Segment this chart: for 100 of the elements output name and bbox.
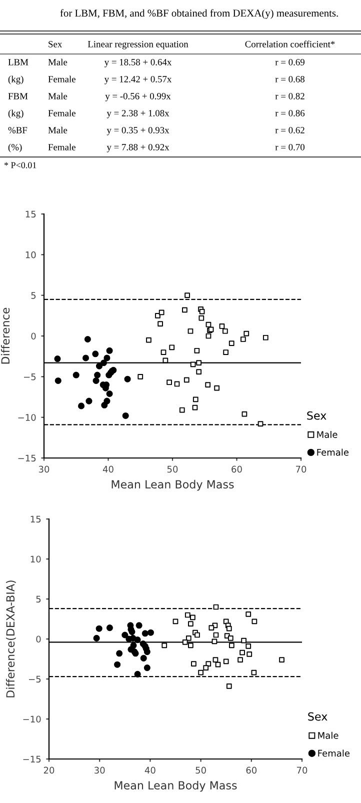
text: Male [48, 58, 68, 66]
point [144, 664, 150, 672]
text: y = 12.42 + 0.57x [104, 76, 172, 84]
point [172, 618, 178, 624]
point [242, 411, 248, 417]
text: y = 2.38 + 1.08x [106, 110, 170, 118]
y-axis-title: Difference(DEXA-BIA) [6, 580, 16, 698]
text: LBM [8, 59, 28, 66]
y-tick-label: 5 [36, 596, 41, 603]
text: for LBM, FBM, and %BF obtained from DEXA(y) measurements. [60, 9, 338, 19]
point [155, 312, 160, 318]
point [128, 628, 136, 636]
point [184, 292, 190, 298]
point [147, 629, 154, 636]
point [238, 657, 243, 662]
x-tick-label: 30 [94, 766, 105, 774]
x-tick-label: 60 [232, 466, 242, 473]
point [196, 369, 202, 374]
text: (kg) [8, 110, 24, 118]
point [96, 362, 103, 370]
point [188, 642, 194, 648]
text: Male [48, 92, 68, 100]
point [205, 382, 211, 388]
point [190, 614, 196, 620]
text: Sex [48, 41, 62, 48]
text: (kg) [8, 76, 24, 84]
point [142, 630, 148, 637]
point [104, 354, 110, 362]
y-tick-label: 0 [31, 332, 36, 340]
point [100, 360, 108, 366]
y-tick-label: 0 [36, 636, 41, 643]
y-tick-label: −10 [23, 716, 41, 723]
text: y = 0.35 + 0.93x [106, 126, 170, 136]
legend-label: Male [317, 430, 338, 438]
point [196, 360, 202, 366]
point [78, 402, 85, 410]
point [134, 670, 141, 678]
point [93, 634, 100, 642]
point [86, 398, 92, 404]
point [190, 362, 196, 368]
point [194, 348, 200, 354]
y-tick-label: −15 [23, 756, 41, 763]
text: Correlation coefficient* [245, 40, 335, 48]
point [213, 604, 219, 610]
point [130, 642, 137, 649]
y-tick-label: −10 [18, 414, 36, 421]
y-tick-label: 10 [30, 556, 41, 563]
legend-label: Female [318, 750, 350, 757]
point [251, 670, 257, 676]
point [262, 334, 268, 340]
x-tick-label: 20 [44, 766, 54, 774]
point [206, 333, 212, 339]
text: * P<0.01 [4, 162, 36, 168]
y-tick-label: −15 [18, 454, 36, 462]
legend-label: Female [317, 448, 349, 456]
point [134, 636, 141, 644]
point [136, 622, 142, 629]
point [54, 377, 62, 384]
point [160, 350, 166, 355]
point [223, 350, 229, 355]
text: Female [48, 76, 76, 82]
point [92, 350, 99, 358]
point [199, 308, 205, 314]
point [184, 612, 190, 618]
point [240, 650, 245, 656]
legend-title: Sex [307, 411, 326, 420]
text: Female [48, 144, 76, 150]
y-tick-label: 15 [26, 210, 36, 218]
point [140, 654, 147, 662]
text: r = 0.68 [275, 76, 304, 82]
point [206, 661, 212, 666]
point [188, 621, 194, 626]
point [146, 337, 152, 343]
point [191, 661, 196, 666]
point [166, 380, 172, 386]
point [198, 315, 204, 321]
point [212, 638, 218, 644]
y-tick-label: −5 [24, 374, 36, 380]
point [54, 356, 61, 362]
point [198, 670, 204, 676]
point [106, 347, 113, 354]
point [213, 632, 219, 638]
point [228, 340, 234, 346]
point [215, 662, 221, 668]
text: r = 0.82 [275, 92, 304, 100]
point [192, 396, 198, 402]
point [158, 321, 163, 326]
text: FBM [8, 93, 28, 100]
x-tick-label: 30 [38, 466, 50, 473]
point [106, 624, 113, 632]
point [222, 328, 228, 334]
point [206, 322, 212, 328]
x-tick-label: 50 [196, 766, 206, 774]
x-axis-title: Mean Lean Body Mass [112, 480, 234, 491]
text: %BF [8, 126, 28, 134]
text: y = 18.58 + 0.64x [104, 58, 172, 68]
point [122, 632, 128, 638]
point [122, 412, 129, 419]
point [194, 632, 200, 638]
text: Linear regression equation [88, 40, 188, 50]
